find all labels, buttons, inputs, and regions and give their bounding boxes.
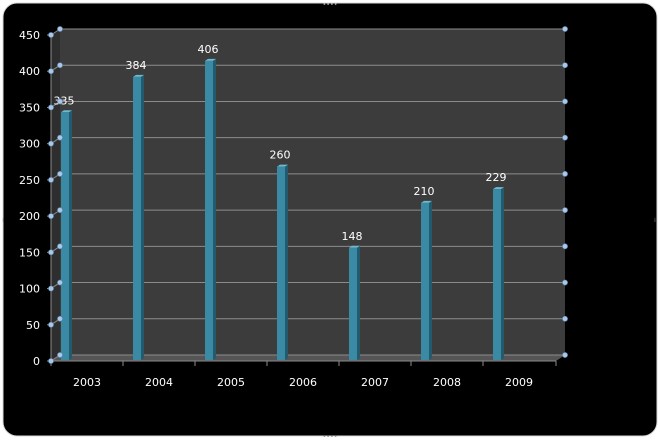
x-axis-tick-label: 2009 (505, 376, 533, 389)
right-resize-handle[interactable]: ⁞ (654, 217, 656, 224)
gridline-handle-right[interactable] (562, 207, 568, 214)
plot-floor (51, 355, 565, 361)
bar-2004[interactable] (133, 74, 144, 361)
bar-top-face (205, 58, 216, 61)
y-axis-tick-labels: 0 50 100 150 200 250 300 350 400 450 (19, 29, 40, 368)
data-label: 148 (342, 230, 363, 243)
gridline-selection-handles[interactable] (48, 26, 568, 364)
data-labels: 335 384 406 260 148 210 229 (54, 43, 507, 243)
gridline-handle-left[interactable] (57, 279, 63, 286)
bar-front-face (133, 76, 141, 361)
plot-back-wall[interactable] (60, 29, 565, 355)
bar-side-face (69, 110, 72, 360)
x-axis-tick-label: 2003 (73, 376, 101, 389)
gridline-handle-right[interactable] (562, 26, 568, 32)
gridline-handle-axis[interactable] (48, 176, 54, 183)
bar-side-face (357, 245, 360, 360)
bar-front-face (493, 189, 501, 360)
bar-front-face (205, 60, 213, 361)
gridline-handle-axis[interactable] (48, 285, 54, 292)
bar-front-face (349, 247, 357, 360)
y-axis-tick-label: 200 (19, 210, 40, 223)
gridline-handle-right[interactable] (562, 134, 568, 141)
y-axis-tick-label: 50 (26, 319, 40, 332)
data-label: 384 (126, 59, 147, 72)
y-axis-tick-label: 0 (33, 355, 40, 368)
gridline-handle-left[interactable] (57, 134, 63, 141)
x-axis-tick-label: 2005 (217, 376, 245, 389)
bar-front-face (277, 166, 285, 360)
gridline-handle-right[interactable] (562, 315, 568, 322)
x-axis-tick-label: 2008 (433, 376, 461, 389)
gridline-handle-axis[interactable] (48, 104, 54, 111)
bar-side-face (213, 58, 216, 361)
y-axis-tick-label: 350 (19, 101, 40, 114)
y-axis-tick-label: 150 (19, 246, 40, 259)
data-label: 335 (54, 94, 75, 107)
bar-side-face (285, 164, 288, 360)
gridline-handle-left[interactable] (57, 207, 63, 214)
x-axis-tick-label: 2006 (289, 376, 317, 389)
bar-top-face (277, 164, 288, 167)
gridline-handle-left[interactable] (57, 98, 63, 105)
gridline-handle-axis[interactable] (48, 32, 54, 38)
bar-top-face (133, 74, 144, 77)
bar-2006[interactable] (277, 164, 288, 360)
bar-top-face (61, 110, 72, 113)
y-axis-tick-label: 250 (19, 174, 40, 187)
bar-side-face (141, 74, 144, 361)
gridline-handle-left[interactable] (57, 315, 63, 322)
gridline-handle-left[interactable] (57, 170, 63, 177)
gridline-handle-right[interactable] (562, 352, 568, 358)
y-axis-tick-label: 450 (19, 29, 40, 42)
y-axis-tick-label: 400 (19, 65, 40, 78)
left-resize-handle[interactable]: ⁞ (2, 217, 4, 224)
gridline-handle-left[interactable] (57, 26, 63, 32)
y-axis-tick-label: 300 (19, 138, 40, 151)
gridline-handle-axis[interactable] (48, 321, 54, 328)
gridline-handle-left[interactable] (57, 62, 63, 69)
x-axis-tick-label: 2004 (145, 376, 173, 389)
bar-2005[interactable] (205, 58, 216, 361)
gridline-handle-left[interactable] (57, 352, 63, 358)
gridline-handle-right[interactable] (562, 243, 568, 250)
bar-side-face (501, 187, 504, 360)
gridline-handle-right[interactable] (562, 98, 568, 105)
bar-2007[interactable] (349, 245, 360, 360)
bar-top-face (493, 187, 504, 190)
bar-2008[interactable] (421, 200, 432, 360)
data-label: 406 (198, 43, 219, 56)
gridline-handle-axis[interactable] (48, 68, 54, 75)
gridline-handle-axis[interactable] (48, 358, 54, 364)
bar-2009[interactable] (493, 187, 504, 360)
data-label: 229 (486, 171, 507, 184)
gridline-handle-right[interactable] (562, 279, 568, 286)
y-axis-tick-label: 100 (19, 283, 40, 296)
data-label: 210 (414, 185, 435, 198)
gridline-handle-axis[interactable] (48, 213, 54, 220)
bar-2003[interactable] (61, 110, 72, 360)
bar-side-face (429, 200, 432, 360)
data-label: 260 (270, 149, 291, 162)
bottom-resize-handle[interactable]: ∙∙∙∙ (322, 433, 337, 440)
gridline-handle-right[interactable] (562, 170, 568, 177)
bar-top-face (421, 200, 432, 203)
gridline-handle-left[interactable] (57, 243, 63, 250)
plot-side-wall (51, 29, 60, 361)
gridline-handle-axis[interactable] (48, 249, 54, 256)
bar-front-face (61, 112, 69, 360)
gridline-handle-axis[interactable] (48, 140, 54, 147)
gridline-handle-right[interactable] (562, 62, 568, 69)
bar-series[interactable] (61, 58, 504, 361)
x-axis-tick-label: 2007 (361, 376, 389, 389)
x-axis-tick-labels: 2003 2004 2005 2006 2007 2008 2009 (50, 361, 557, 389)
top-resize-handle[interactable]: ∙∙∙∙ (322, 1, 337, 8)
bar-top-face (349, 245, 360, 248)
bar-front-face (421, 202, 429, 360)
